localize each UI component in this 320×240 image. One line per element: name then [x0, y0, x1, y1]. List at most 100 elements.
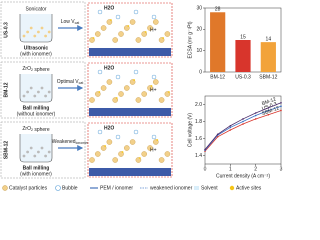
- text-part: sphere: [33, 127, 50, 133]
- bubble: [151, 74, 157, 80]
- species: H2O: [104, 125, 114, 131]
- particle: [29, 26, 33, 30]
- active-site: [104, 145, 106, 147]
- subscript: ionomer: [76, 141, 89, 145]
- catalyst: [135, 37, 142, 43]
- catalyst: [124, 85, 130, 91]
- text-part: Optimal V: [57, 79, 80, 85]
- value-label: 14: [266, 36, 272, 42]
- particle: [33, 34, 37, 38]
- catalyst: [118, 91, 124, 97]
- method: Ball milling: [23, 165, 50, 171]
- particle: [26, 90, 29, 94]
- bar: [260, 42, 276, 72]
- tool: Sonicator: [25, 6, 46, 12]
- catalyst: [129, 139, 136, 145]
- bar: [210, 12, 226, 72]
- catalyst: [141, 151, 147, 157]
- pem: [89, 48, 171, 56]
- value-label: 15: [240, 34, 246, 40]
- legend-text: weakened ionomer: [150, 185, 193, 191]
- active-site: [156, 139, 159, 141]
- particle: [29, 146, 33, 150]
- catalyst: [152, 79, 159, 85]
- label: Low Vcat: [61, 19, 80, 25]
- x-tick-label: BM-12: [210, 74, 225, 80]
- particle: [26, 150, 29, 154]
- plot-frame: [204, 95, 282, 165]
- legend-text: Active sites: [236, 185, 262, 191]
- x-tick-label: US-0.3: [235, 74, 251, 80]
- bubble: [97, 129, 103, 135]
- legend-text: Catalyst particles: [9, 185, 48, 191]
- legend-text: US-0.3: [261, 101, 278, 112]
- y-tick-label: 1.4: [195, 153, 202, 159]
- x-tick-label: SBM-12: [259, 74, 277, 80]
- text-part: ZrO: [22, 126, 31, 132]
- active-site: [121, 151, 124, 153]
- species: H2O: [104, 65, 114, 71]
- active-site: [110, 19, 112, 21]
- catalyst: [112, 37, 118, 43]
- particle: [22, 34, 26, 38]
- bubble: [115, 134, 121, 140]
- species: H+: [150, 147, 157, 153]
- x-tick-label: 1: [229, 166, 232, 172]
- subscript: cat: [79, 81, 84, 85]
- catalyst: [164, 151, 171, 157]
- x-tick-label: 2: [254, 166, 257, 172]
- catalyst: [152, 19, 159, 25]
- subscript: cat: [75, 21, 80, 25]
- catalyst: [118, 31, 124, 37]
- active-site: [92, 37, 95, 39]
- value-label: 28: [215, 7, 221, 13]
- particle: [40, 26, 44, 30]
- particle: [22, 154, 26, 158]
- particle: [37, 90, 40, 94]
- particle: [44, 94, 47, 98]
- catalyst: [147, 25, 153, 31]
- vessel: [19, 14, 53, 43]
- text-part: Weakened: [52, 139, 76, 145]
- y-tick-label: 30: [196, 5, 202, 11]
- bubble: [133, 9, 139, 15]
- condition: (with ionomer): [20, 171, 52, 177]
- y-tick-label: 1.8: [195, 119, 202, 125]
- legend: Catalyst particles Bubble PEM / ionomer …: [2, 185, 262, 191]
- condition: (without ionomer): [17, 111, 56, 117]
- series-line: [204, 102, 282, 150]
- particle: [33, 154, 37, 158]
- bubble: [151, 134, 157, 140]
- x-axis-label: Current density (A cm⁻²): [216, 173, 270, 179]
- species: H2O: [104, 5, 114, 11]
- species: H+: [150, 87, 157, 93]
- legend-text: SBM-12: [261, 105, 280, 117]
- particle: [44, 34, 47, 38]
- particle: [40, 146, 44, 150]
- particle: [33, 94, 37, 98]
- legend-text: PEM / ionomer: [100, 185, 133, 191]
- vessel: [19, 134, 53, 163]
- panel-name: SBM-12: [3, 141, 9, 160]
- particle: [22, 94, 26, 98]
- legend-text: BM-12: [261, 96, 277, 107]
- bubble: [133, 129, 139, 135]
- y-axis-label: Cell voltage (V): [187, 113, 193, 148]
- catalyst: [100, 25, 107, 31]
- series-line: [204, 110, 282, 152]
- bubble: [115, 74, 121, 80]
- subscript: 2: [31, 128, 33, 132]
- panel: BM-12 ZrO2 sphere Ball milling(without ion…: [0, 61, 173, 119]
- active-site: [162, 37, 165, 39]
- text-part: sphere: [33, 67, 50, 73]
- x-tick-label: 3: [280, 166, 283, 172]
- y-tick-label: 0: [199, 69, 202, 75]
- condition: (with ionomer): [20, 51, 52, 57]
- catalyst: [89, 157, 95, 163]
- catalyst: [112, 157, 118, 163]
- y-tick-label: 1.6: [195, 136, 202, 142]
- active-site: [168, 91, 170, 93]
- method: Ball milling: [23, 105, 50, 111]
- text-part: Low V: [61, 19, 76, 25]
- y-tick-label: 2.0: [195, 102, 202, 108]
